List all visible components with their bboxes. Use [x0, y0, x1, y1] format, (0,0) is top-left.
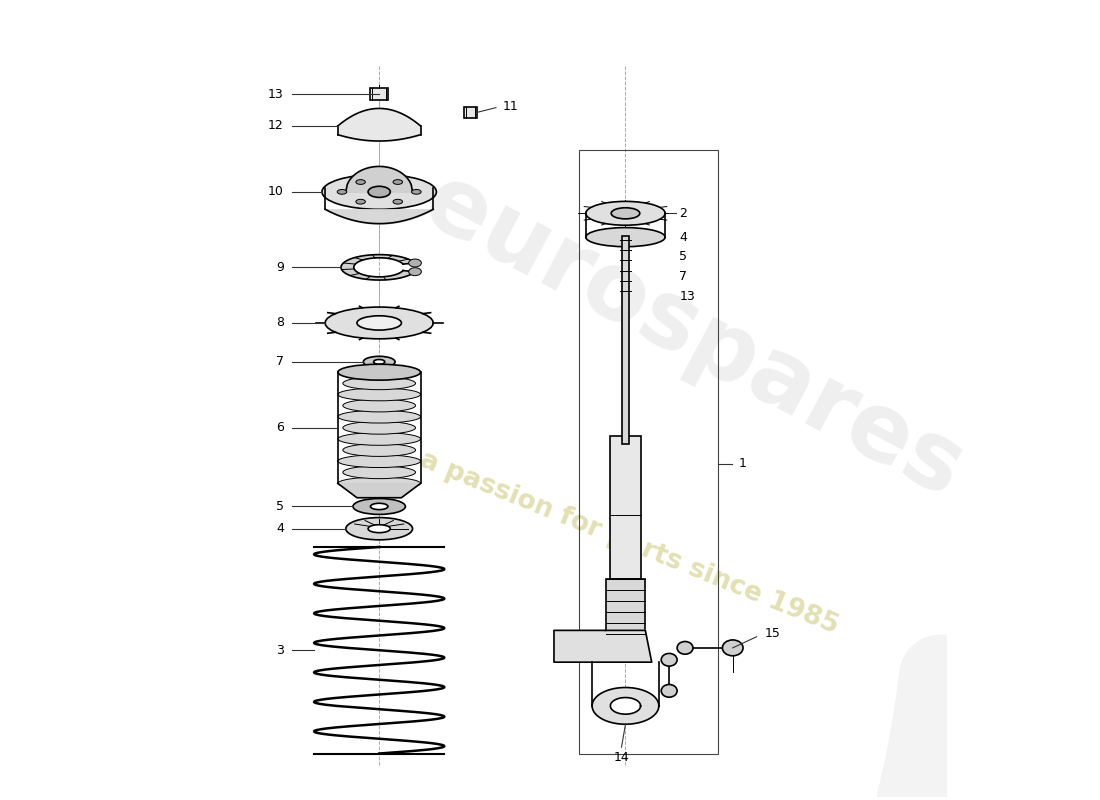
Text: 8: 8	[276, 317, 284, 330]
Polygon shape	[592, 687, 659, 724]
Text: 13: 13	[268, 88, 284, 101]
Ellipse shape	[338, 477, 420, 490]
Ellipse shape	[371, 503, 388, 510]
Text: 5: 5	[276, 500, 284, 513]
Ellipse shape	[355, 180, 365, 185]
Ellipse shape	[338, 410, 420, 423]
Text: 2: 2	[680, 207, 688, 220]
Text: 4: 4	[680, 230, 688, 244]
Ellipse shape	[343, 399, 416, 412]
Ellipse shape	[393, 199, 403, 204]
Polygon shape	[338, 483, 420, 498]
Ellipse shape	[661, 654, 678, 666]
Polygon shape	[341, 254, 415, 280]
Ellipse shape	[661, 685, 678, 698]
Text: 9: 9	[276, 261, 284, 274]
Ellipse shape	[585, 202, 666, 226]
Ellipse shape	[343, 377, 416, 390]
Ellipse shape	[338, 388, 420, 401]
Ellipse shape	[612, 208, 640, 219]
Ellipse shape	[343, 444, 416, 457]
Ellipse shape	[585, 228, 666, 246]
Ellipse shape	[338, 433, 420, 446]
Bar	[580, 150, 718, 754]
Text: 7: 7	[276, 355, 284, 368]
Ellipse shape	[363, 356, 395, 367]
Text: 1: 1	[738, 458, 746, 470]
Polygon shape	[610, 698, 640, 714]
Ellipse shape	[338, 455, 420, 467]
Text: 13: 13	[680, 290, 695, 303]
Bar	[621, 235, 629, 444]
Ellipse shape	[356, 316, 402, 330]
Text: 3: 3	[276, 644, 284, 657]
Text: 11: 11	[503, 99, 518, 113]
Ellipse shape	[374, 359, 385, 364]
Bar	[610, 436, 640, 578]
Text: a passion for parts since 1985: a passion for parts since 1985	[416, 447, 843, 639]
Ellipse shape	[368, 186, 390, 198]
Polygon shape	[554, 630, 651, 662]
Text: 10: 10	[268, 186, 284, 198]
Ellipse shape	[368, 525, 390, 533]
Text: 12: 12	[268, 119, 284, 133]
Ellipse shape	[343, 466, 416, 478]
Bar	[371, 88, 388, 101]
Ellipse shape	[723, 640, 744, 656]
Ellipse shape	[322, 174, 437, 210]
Ellipse shape	[353, 498, 406, 514]
Ellipse shape	[326, 307, 433, 339]
Ellipse shape	[411, 190, 421, 194]
Ellipse shape	[338, 366, 420, 378]
Text: eurospares: eurospares	[408, 156, 978, 518]
Text: 6: 6	[276, 422, 284, 434]
Ellipse shape	[338, 364, 420, 380]
Bar	[464, 107, 477, 118]
Text: 4: 4	[276, 522, 284, 535]
Ellipse shape	[343, 422, 416, 434]
Ellipse shape	[393, 180, 403, 185]
Ellipse shape	[409, 259, 421, 267]
Text: 7: 7	[680, 270, 688, 283]
Text: 14: 14	[614, 751, 629, 764]
Ellipse shape	[345, 518, 412, 540]
Ellipse shape	[355, 199, 365, 204]
Ellipse shape	[338, 190, 346, 194]
Bar	[606, 578, 646, 634]
Ellipse shape	[678, 642, 693, 654]
Text: 15: 15	[764, 627, 780, 640]
Text: 5: 5	[680, 250, 688, 263]
Ellipse shape	[409, 268, 421, 276]
